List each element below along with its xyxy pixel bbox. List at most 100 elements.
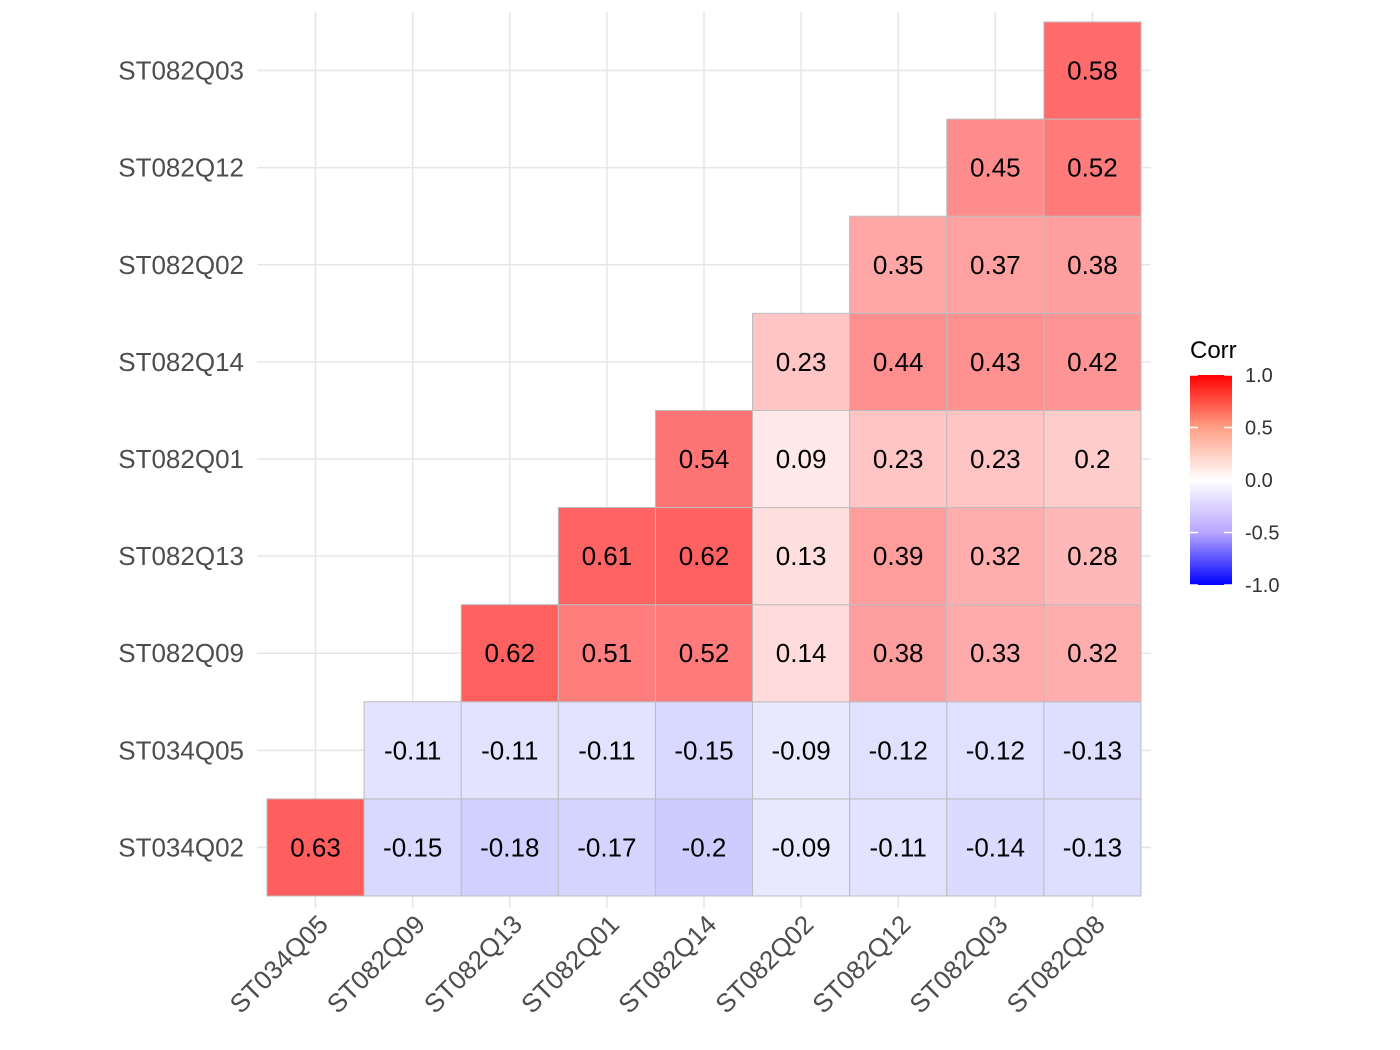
y-tick-label: ST082Q14: [118, 347, 244, 377]
cell-value-label: -0.15: [674, 735, 733, 765]
cell-value-label: -0.09: [771, 832, 830, 862]
y-tick-label: ST082Q12: [118, 153, 244, 183]
heatmap-cell: [946, 798, 1045, 897]
legend-tick-label: -0.5: [1245, 523, 1279, 545]
cell-value-label: -0.11: [870, 832, 927, 862]
legend-tick-label: 0.5: [1245, 418, 1273, 440]
heatmap-cell: [849, 798, 948, 897]
x-tick-label: ST034Q05: [224, 909, 334, 1019]
cell-value-label: 0.44: [873, 347, 924, 377]
heatmap-cell: [654, 798, 754, 897]
heatmap-cells: 0.63 -0.15 -0.18 -0.17 -0.2 -0.09 -0.11 -0.14 -0…: [266, 21, 1142, 897]
x-tick-label: ST082Q14: [612, 909, 722, 1019]
cell-value-label: -0.13: [1063, 832, 1122, 862]
heatmap-cell: [946, 604, 1045, 703]
y-tick-label: ST082Q09: [118, 638, 244, 668]
cell-value-label: 0.38: [1067, 250, 1118, 280]
heatmap-cell: [654, 604, 754, 703]
cell-value-label: 0.43: [970, 347, 1021, 377]
cell-value-label: -0.18: [480, 832, 539, 862]
cell-value-label: -0.09: [771, 735, 830, 765]
x-tick-label: ST082Q09: [321, 909, 431, 1019]
cell-value-label: 0.23: [776, 347, 827, 377]
cell-value-label: -0.14: [966, 832, 1025, 862]
cell-value-label: 0.52: [1067, 153, 1118, 183]
y-tick-label: ST082Q03: [118, 56, 244, 86]
cell-value-label: -0.15: [383, 832, 442, 862]
cell-value-label: 0.28: [1067, 541, 1118, 571]
heatmap-cell: [1043, 507, 1142, 606]
cell-value-label: -0.11: [578, 735, 635, 765]
heatmap-cell: [752, 409, 851, 509]
heatmap-cell: [946, 215, 1045, 314]
cell-value-label: 0.63: [290, 832, 341, 862]
cell-value-label: 0.23: [873, 444, 924, 474]
cell-value-label: 0.62: [679, 541, 730, 571]
cell-value-label: -0.11: [481, 735, 538, 765]
x-tick-label: ST082Q01: [515, 909, 625, 1019]
heatmap-cell: [557, 701, 656, 800]
cell-value-label: -0.12: [869, 735, 928, 765]
legend-ticks: 1.0 0.5 0.0 -0.5 -1.0: [1190, 365, 1279, 597]
y-tick-label: ST082Q13: [118, 541, 244, 571]
heatmap-cell: [1043, 798, 1142, 897]
y-tick-label: ST034Q02: [118, 832, 244, 862]
heatmap-cell: [752, 312, 851, 411]
cell-value-label: -0.12: [966, 735, 1025, 765]
heatmap-cell: [1043, 312, 1142, 411]
legend-tick-label: -1.0: [1245, 575, 1279, 597]
cell-value-label: 0.61: [582, 541, 633, 571]
heatmap-cell: [849, 312, 948, 411]
cell-value-label: 0.58: [1067, 56, 1118, 86]
cell-value-label: 0.38: [873, 638, 924, 668]
cell-value-label: -0.2: [682, 832, 727, 862]
heatmap-cell: [849, 507, 948, 606]
heatmap-cell: [946, 118, 1045, 217]
heatmap-cell: [946, 312, 1045, 411]
cell-value-label: 0.33: [970, 638, 1021, 668]
x-tick-label: ST082Q08: [1001, 909, 1111, 1019]
y-axis-tick-labels: ST034Q02 ST034Q05 ST082Q09 ST082Q13 ST082Q01…: [118, 56, 244, 863]
color-legend: Corr 1.0 0.5 0.0 -0.5 -1.0: [1190, 337, 1279, 597]
legend-tick-label: 1.0: [1245, 365, 1273, 387]
x-tick-label: ST082Q02: [709, 909, 819, 1019]
x-axis-tick-labels: ST034Q05ST082Q09ST082Q13ST082Q01ST082Q14…: [224, 909, 1111, 1019]
cell-value-label: 0.42: [1067, 347, 1118, 377]
cell-value-label: 0.23: [970, 444, 1021, 474]
cell-value-label: 0.54: [679, 444, 730, 474]
legend-tick-label: 0.0: [1245, 470, 1273, 492]
cell-value-label: 0.37: [970, 250, 1021, 280]
cell-value-label: 0.51: [582, 638, 633, 668]
heatmap-cell: [752, 798, 851, 897]
heatmap-cell: [1043, 701, 1142, 800]
heatmap-cell: [1043, 21, 1142, 120]
cell-value-label: 0.39: [873, 541, 924, 571]
cell-value-label: 0.13: [776, 541, 827, 571]
cell-value-label: 0.62: [484, 638, 535, 668]
y-tick-label: ST082Q02: [118, 250, 244, 280]
cell-value-label: 0.09: [776, 444, 827, 474]
heatmap-cell: [266, 798, 365, 897]
y-tick-label: ST034Q05: [118, 735, 244, 765]
cell-value-label: 0.14: [776, 638, 827, 668]
x-tick-label: ST082Q12: [806, 909, 916, 1019]
cell-value-label: 0.32: [970, 541, 1021, 571]
x-tick-label: ST082Q03: [903, 909, 1013, 1019]
y-tick-label: ST082Q01: [118, 444, 244, 474]
cell-value-label: 0.35: [873, 250, 924, 280]
cell-value-label: 0.32: [1067, 638, 1118, 668]
x-tick-label: ST082Q13: [418, 909, 528, 1019]
heatmap-cell: [557, 798, 656, 897]
cell-value-label: 0.2: [1074, 444, 1110, 474]
heatmap-cell: [1043, 604, 1142, 703]
cell-value-label: 0.52: [679, 638, 730, 668]
cell-value-label: 0.45: [970, 153, 1021, 183]
heatmap-cell: [752, 701, 851, 800]
heatmap-cell: [1043, 409, 1142, 509]
heatmap-cell: [654, 409, 754, 509]
cell-value-label: -0.13: [1063, 735, 1122, 765]
legend-title: Corr: [1190, 337, 1237, 364]
cell-value-label: -0.17: [577, 832, 636, 862]
heatmap-cell: [557, 604, 656, 703]
